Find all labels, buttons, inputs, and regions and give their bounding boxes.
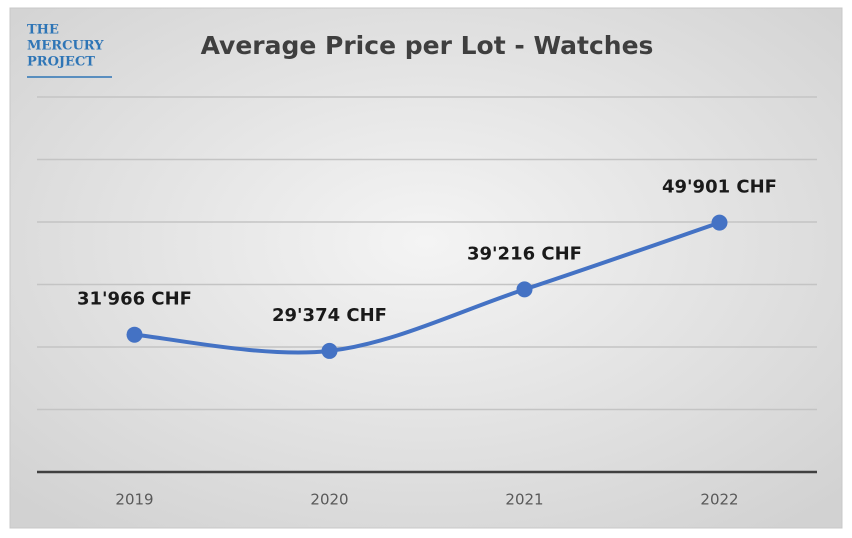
logo-line: MERCURY [27,39,104,54]
x-tick-label: 2020 [310,491,348,509]
data-label: 29'374 CHF [272,305,387,326]
logo-line: THE [27,23,59,38]
data-label: 39'216 CHF [467,243,582,264]
chart-title: Average Price per Lot - Watches [201,31,654,60]
point [711,214,728,231]
point [516,281,533,298]
x-tick-label: 2022 [700,491,738,509]
logo: THE MERCURY PROJECT [27,23,104,70]
x-tick-label: 2019 [115,491,153,509]
x-tick-label: 2021 [505,491,543,509]
data-label: 49'901 CHF [662,177,777,198]
line [134,220,721,355]
data-label: 31'966 CHF [77,289,192,310]
point [126,326,143,343]
chart-background [9,7,843,529]
point [321,342,338,359]
logo-line: PROJECT [27,55,95,70]
